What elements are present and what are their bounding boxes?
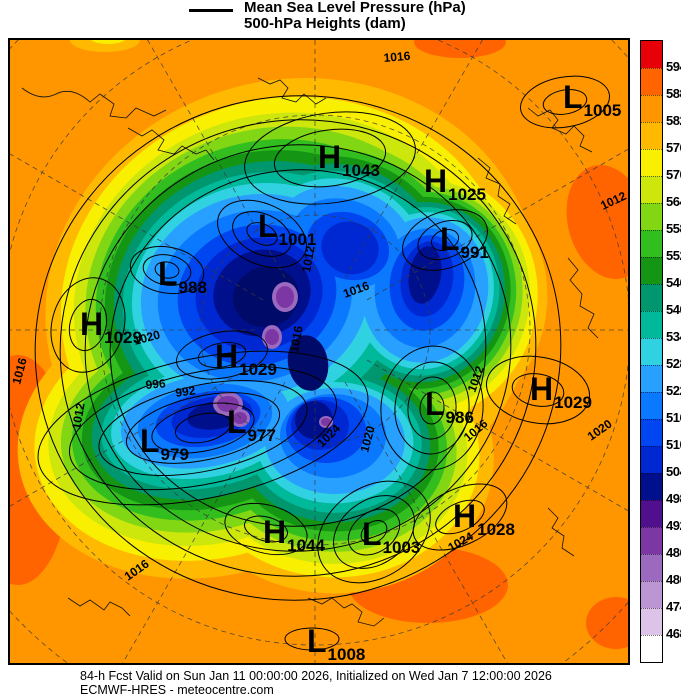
colorbar-segment <box>641 446 662 473</box>
chart-title: Mean Sea Level Pressure (hPa) 500-hPa He… <box>244 0 466 31</box>
isobar-legend-line-icon <box>189 9 233 12</box>
footer-line-1: 84-h Fcst Valid on Sun Jan 11 00:00:00 2… <box>80 669 552 683</box>
colorbar-tick-label: 516 <box>666 410 681 425</box>
colorbar-tick-label: 486 <box>666 545 681 560</box>
colorbar-tick-label: 492 <box>666 518 681 533</box>
isobar-label: 1016 <box>287 324 305 353</box>
colorbar-segment <box>641 95 662 122</box>
colorbar-segment <box>641 338 662 365</box>
colorbar-tick-label: 570 <box>666 167 681 182</box>
title-line-2: 500-hPa Heights (dam) <box>244 14 406 32</box>
colorbar-segment <box>641 149 662 176</box>
isobar-label: 996 <box>145 376 166 392</box>
colorbar-tick-label: 498 <box>666 491 681 506</box>
colorbar-segment <box>641 635 662 662</box>
footer-line-2: ECMWF-HRES - meteocentre.com <box>80 683 274 697</box>
colorbar-segment <box>641 392 662 419</box>
colorbar-scale <box>640 40 663 663</box>
colorbar-tick-label: 546 <box>666 275 681 290</box>
isobar-label: 1016 <box>9 356 30 386</box>
isobar-label: 1012 <box>299 244 317 273</box>
colorbar-segment <box>641 365 662 392</box>
colorbar-segment <box>641 527 662 554</box>
colorbar-tick-label: 564 <box>666 194 681 209</box>
isobar-contours <box>34 75 611 651</box>
colorbar-segment <box>641 311 662 338</box>
footer: 84-h Fcst Valid on Sun Jan 11 00:00:00 2… <box>80 669 552 697</box>
colorbar-segment <box>641 473 662 500</box>
colorbar-tick-label: 522 <box>666 383 681 398</box>
colorbar-segment <box>641 203 662 230</box>
isobar-label: 1012 <box>69 401 87 430</box>
title-line-1: Mean Sea Level Pressure (hPa) <box>244 0 466 16</box>
map-area: 1016 1012 1020 996 992 1016 1012 1016 1012 1016 10… <box>8 38 630 665</box>
colorbar-segment <box>641 500 662 527</box>
height-field-fill <box>8 38 630 665</box>
colorbar-tick-label: 504 <box>666 464 681 479</box>
map-border <box>8 38 630 665</box>
colorbar-tick-label: 528 <box>666 356 681 371</box>
colorbar-tick-label: 510 <box>666 437 681 452</box>
isobar-label: 1020 <box>132 327 162 348</box>
colorbar-segment <box>641 554 662 581</box>
colorbar-tick-label: 558 <box>666 221 681 236</box>
colorbar-segment <box>641 41 662 68</box>
colorbar: 594 588 582 576 570 564 558 552 546 540 534 528 522 5… <box>640 40 681 663</box>
coastlines <box>21 77 599 627</box>
colorbar-tick-label: 534 <box>666 329 681 344</box>
colorbar-tick-label: 582 <box>666 113 681 128</box>
colorbar-tick-label: 588 <box>666 86 681 101</box>
colorbar-segment <box>641 257 662 284</box>
isobar-label: 1020 <box>357 424 378 454</box>
colorbar-tick-label: 576 <box>666 140 681 155</box>
colorbar-tick-label: 552 <box>666 248 681 263</box>
colorbar-tick-label: 594 <box>666 59 681 74</box>
colorbar-segment <box>641 176 662 203</box>
colorbar-segment <box>641 284 662 311</box>
colorbar-segment <box>641 608 662 635</box>
colorbar-segment <box>641 68 662 95</box>
colorbar-tick-label: 540 <box>666 302 681 317</box>
colorbar-segment <box>641 122 662 149</box>
colorbar-tick-label: 468 <box>666 626 681 641</box>
colorbar-segment <box>641 581 662 608</box>
colorbar-tick-label: 474 <box>666 599 681 614</box>
isobar-label: 1016 <box>383 49 411 65</box>
isobar-label: 992 <box>174 383 196 400</box>
colorbar-segment <box>641 230 662 257</box>
colorbar-segment <box>641 419 662 446</box>
colorbar-tick-label: 480 <box>666 572 681 587</box>
